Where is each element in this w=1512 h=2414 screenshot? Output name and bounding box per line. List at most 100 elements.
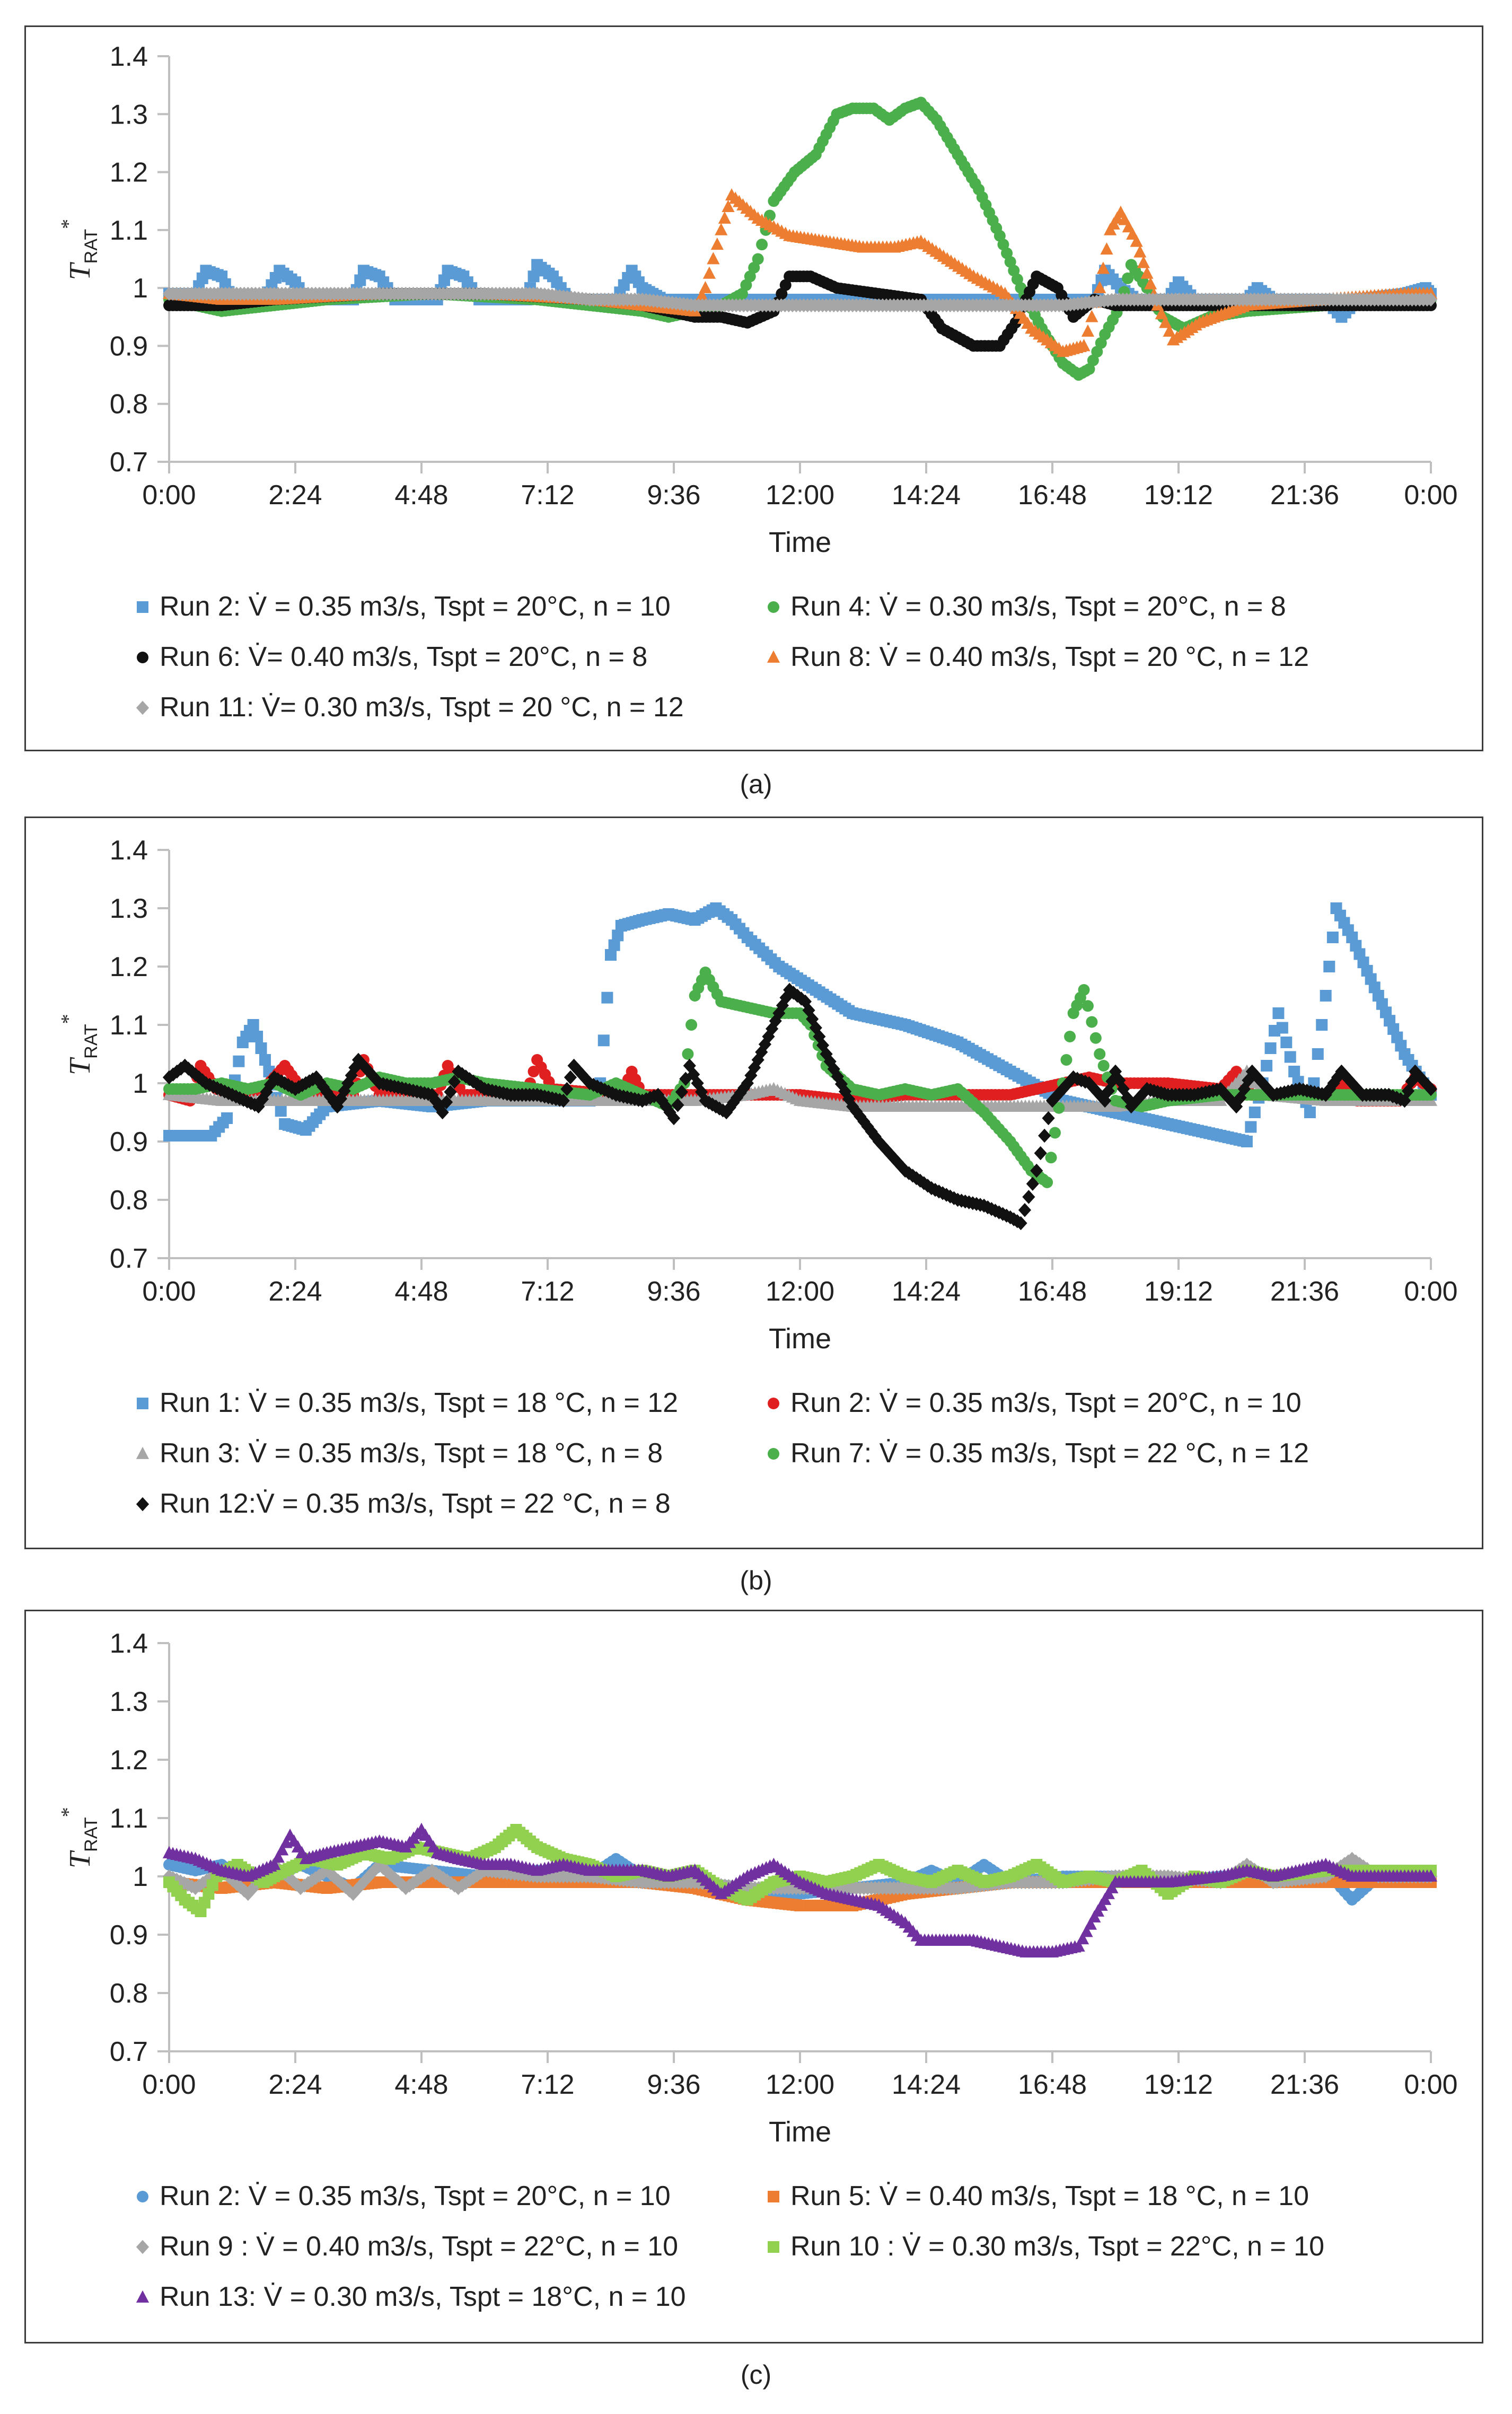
data-point	[872, 1134, 885, 1149]
x-tick-label: 0:00	[142, 1276, 196, 1307]
y-tick-label: 1	[133, 273, 148, 304]
legend-label: Run 2: V̇ = 0.35 m3/s, Tspt = 20°C, n = …	[160, 591, 671, 622]
data-point	[234, 1880, 247, 1894]
x-tick-label: 14:24	[892, 480, 961, 511]
data-point	[1312, 1048, 1324, 1060]
data-point	[1261, 1060, 1273, 1072]
data-point	[1159, 315, 1172, 328]
data-point	[695, 1085, 708, 1099]
legend-item-3: Run 3: V̇ = 0.35 m3/s, Tspt = 18 °C, n =…	[136, 1438, 663, 1469]
x-axis-title: Time	[769, 1323, 831, 1355]
data-point	[1018, 1203, 1032, 1217]
x-tick-label: 12:00	[766, 480, 834, 511]
x-tick-label: 16:48	[1018, 2069, 1087, 2100]
y-tick-label: 1.4	[110, 41, 148, 72]
data-point	[324, 1090, 337, 1104]
data-point	[868, 1129, 882, 1144]
data-point	[1155, 307, 1168, 320]
data-point	[756, 239, 768, 251]
y-axis-title: TRAT*	[57, 1807, 101, 1868]
data-point	[1241, 1136, 1253, 1147]
data-point	[221, 1112, 233, 1124]
x-tick-label: 16:48	[1018, 480, 1087, 511]
y-tick-label: 1.3	[110, 99, 148, 130]
x-tick-label: 2:24	[268, 1276, 322, 1307]
data-point	[384, 1867, 398, 1882]
legend-marker	[768, 601, 779, 613]
x-tick-label: 14:24	[892, 1276, 961, 1307]
x-tick-label: 7:12	[521, 1276, 574, 1307]
data-point	[339, 1880, 353, 1894]
x-tick-label: 21:36	[1270, 2069, 1339, 2100]
data-point	[564, 1070, 577, 1085]
data-point	[1085, 310, 1098, 322]
data-point	[682, 1048, 694, 1060]
data-point	[1284, 1051, 1296, 1063]
data-point	[891, 1155, 904, 1170]
legend-marker	[767, 650, 780, 663]
x-tick-label: 7:12	[521, 2069, 574, 2100]
legend-marker	[137, 1398, 148, 1409]
y-tick-label: 1.3	[110, 893, 148, 924]
data-point	[286, 1874, 300, 1889]
data-point	[1095, 337, 1107, 349]
data-point	[1041, 1177, 1053, 1188]
data-point	[1094, 1048, 1106, 1060]
data-point	[1091, 346, 1103, 358]
y-tick-label: 1.2	[110, 952, 148, 982]
x-axis-title: Time	[769, 526, 831, 558]
legend-item-1: Run 2: V̇ = 0.35 m3/s, Tspt = 20°C, n = …	[137, 591, 671, 622]
x-tick-label: 12:00	[766, 2069, 834, 2100]
data-point	[328, 1870, 341, 1884]
data-point	[687, 1067, 700, 1082]
y-tick-label: 0.8	[110, 1978, 148, 2009]
legend-marker	[137, 652, 148, 663]
y-tick-label: 1.1	[110, 1010, 148, 1041]
chart-panel-c: 0.7 0.8 0.9 1 1.1 1.2 1.3 1.4 0:00 2:24 4:48 7:12 9:…	[24, 1610, 1483, 2343]
y-tick-label: 1.4	[110, 1628, 148, 1659]
chart-panel-a: 0.7 0.8 0.9 1 1.1 1.2 1.3 1.4 0:00 2:24 4:48 7:12 9:…	[24, 25, 1483, 751]
data-point	[391, 1874, 405, 1889]
y-tick-label: 0.7	[110, 2036, 148, 2067]
data-point	[758, 1037, 771, 1051]
data-point	[730, 1091, 744, 1105]
legend-label: Run 3: V̇ = 0.35 m3/s, Tspt = 18 °C, n =…	[160, 1438, 663, 1469]
series-5-points	[162, 982, 1438, 1231]
panel-caption-b: (b)	[740, 1566, 772, 1595]
x-tick-label: 2:24	[268, 480, 322, 511]
data-point	[736, 288, 748, 300]
data-point	[715, 223, 728, 235]
data-point	[660, 1099, 673, 1114]
data-point	[1323, 961, 1335, 972]
data-point	[1026, 1177, 1039, 1191]
data-point	[1245, 1121, 1257, 1133]
x-tick-label: 4:48	[394, 2069, 448, 2100]
y-tick-label: 0.7	[110, 1243, 148, 1274]
x-tick-label: 0:00	[142, 480, 196, 511]
data-point	[1288, 1066, 1300, 1077]
data-point	[834, 1077, 848, 1091]
legend-item-2: Run 2: V̇ = 0.35 m3/s, Tspt = 20°C, n = …	[768, 1388, 1302, 1418]
y-tick-label: 1.1	[110, 215, 148, 246]
data-point	[1022, 1190, 1035, 1204]
legend-label: Run 8: V̇ = 0.40 m3/s, Tspt = 20 °C, n =…	[790, 642, 1309, 672]
data-point	[447, 1075, 461, 1089]
x-tick-label: 21:36	[1270, 1276, 1339, 1307]
y-tick-label: 0.7	[110, 447, 148, 478]
legend-marker	[136, 1446, 150, 1459]
legend-item-2: Run 4: V̇ = 0.30 m3/s, Tspt = 20°C, n = …	[768, 591, 1286, 622]
data-point	[1320, 990, 1332, 1002]
legend-item-3: Run 6: V̇= 0.40 m3/s, Tspt = 20°C, n = 8	[137, 642, 647, 672]
data-point	[1276, 1022, 1288, 1034]
chart-svg-a: 0.70.80.911.11.21.31.40:00 2:24 4:48 7:12 9:…	[57, 41, 1458, 723]
data-point	[1272, 1007, 1285, 1019]
data-point	[806, 1012, 819, 1026]
data-point	[233, 1055, 245, 1067]
chart-svg-c: 0.70.80.911.11.21.31.40:00 2:24 4:48 7:12 9:…	[57, 1628, 1458, 2312]
legend-item-5: Run 12:V̇ = 0.35 m3/s, Tspt = 22 °C, n =…	[136, 1488, 671, 1519]
data-point	[612, 929, 624, 942]
data-point	[331, 1873, 345, 1888]
series-1-points	[163, 902, 1437, 1147]
legend-item-5: Run 11: V̇= 0.30 m3/s, Tspt = 20 °C, n =…	[136, 692, 684, 723]
data-point	[350, 1882, 364, 1897]
